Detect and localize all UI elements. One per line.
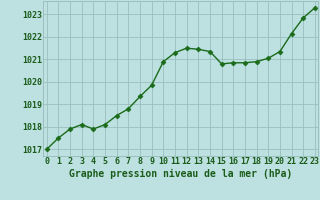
X-axis label: Graphe pression niveau de la mer (hPa): Graphe pression niveau de la mer (hPa): [69, 169, 292, 179]
